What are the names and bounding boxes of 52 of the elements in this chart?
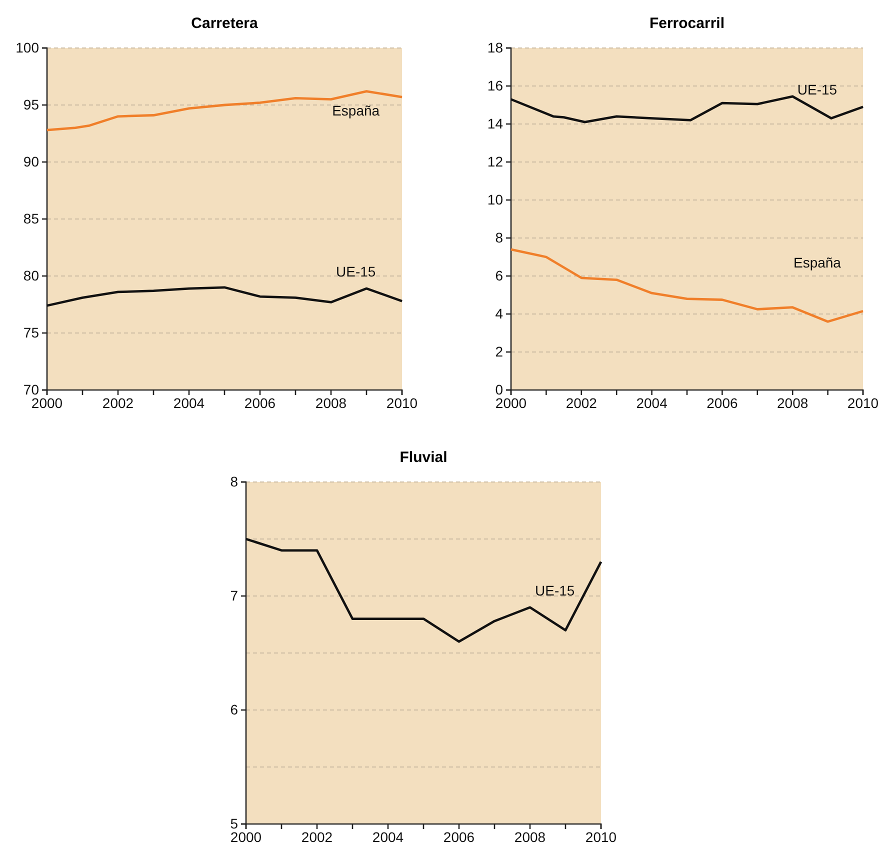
y-tick-label: 100 (16, 39, 40, 56)
series-label: UE-15 (336, 264, 376, 280)
series-label: UE-15 (535, 582, 575, 598)
y-tick-label: 6 (495, 267, 504, 284)
y-tick-label: 95 (23, 96, 40, 112)
x-tick-label: 2010 (847, 394, 879, 411)
y-tick-label: 14 (487, 115, 504, 132)
x-tick-label: 2000 (230, 828, 262, 845)
y-tick-label: 4 (495, 305, 504, 322)
x-tick-label: 2004 (173, 394, 205, 411)
y-tick-label: 18 (487, 39, 504, 56)
y-tick-label: 90 (23, 153, 40, 170)
series-label: España (332, 102, 380, 119)
x-tick-label: 2004 (372, 828, 404, 845)
x-tick-label: 2004 (636, 394, 668, 411)
x-tick-label: 2008 (777, 394, 808, 411)
x-tick-label: 2010 (585, 828, 617, 845)
x-tick-label: 2000 (31, 394, 63, 411)
x-tick-label: 2008 (514, 828, 546, 845)
y-tick-label: 6 (230, 701, 238, 718)
y-tick-label: 5 (230, 815, 238, 832)
series-label: UE-15 (797, 81, 838, 98)
x-tick-label: 2006 (244, 394, 276, 411)
y-tick-label: 0 (495, 381, 504, 398)
y-tick-label: 8 (495, 229, 504, 246)
x-tick-label: 2002 (301, 828, 333, 845)
y-tick-label: 16 (487, 77, 504, 94)
y-tick-label: 85 (23, 210, 40, 226)
y-tick-label: 8 (230, 473, 238, 490)
chart-title: Carretera (191, 15, 259, 32)
y-tick-label: 80 (23, 267, 40, 284)
line-series (244, 538, 602, 643)
line-series (46, 90, 404, 132)
line-series (510, 248, 864, 323)
x-tick-label: 2010 (386, 394, 418, 411)
y-tick-label: 12 (487, 153, 504, 170)
line-series (510, 95, 864, 124)
chart-title: Fluvial (400, 449, 448, 466)
line-series (46, 286, 404, 307)
chart-title: Ferrocarril (649, 15, 725, 32)
x-tick-label: 2006 (443, 828, 475, 845)
x-tick-label: 2000 (495, 394, 527, 411)
x-tick-label: 2002 (102, 394, 134, 411)
y-tick-label: 70 (23, 381, 40, 398)
y-tick-label: 10 (487, 191, 504, 208)
x-tick-label: 2006 (706, 394, 738, 411)
y-tick-label: 75 (23, 324, 40, 340)
text: España (794, 254, 842, 270)
y-tick-label: 2 (495, 343, 504, 360)
x-tick-label: 2002 (566, 394, 598, 411)
x-tick-label: 2008 (315, 394, 347, 411)
y-tick-label: 7 (230, 587, 238, 604)
